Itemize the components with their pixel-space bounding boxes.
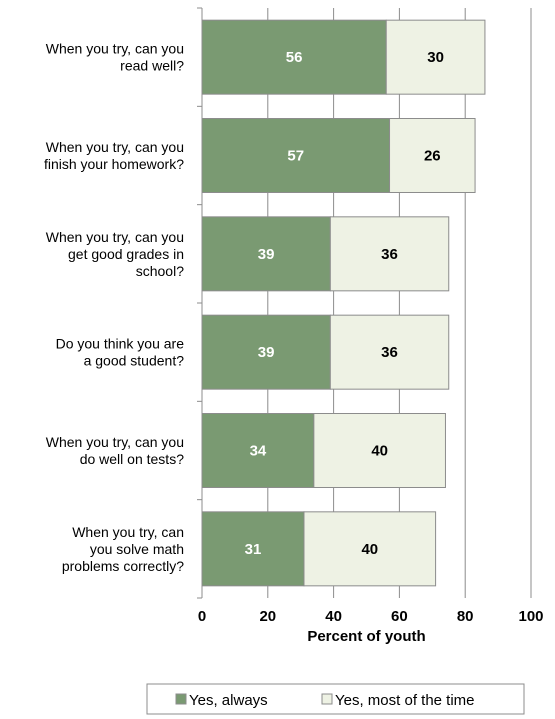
bar-always-3 — [201, 314, 331, 390]
bar-most-of-the-time-2 — [329, 216, 450, 292]
x-tick-label-40: 40 — [325, 608, 342, 625]
category-label-line: finish your homework? — [44, 156, 184, 172]
category-label-5: When you try, can you solve math problems … — [62, 524, 184, 574]
data-label-always-0: 56 — [286, 49, 303, 66]
bar-most-of-the-time-4 — [313, 413, 446, 488]
legend-swatch-always — [175, 693, 187, 705]
category-label-4: When you try, can you do well on tests? — [46, 434, 184, 467]
legend-label-most-of-the-time: Yes, most of the time — [335, 692, 475, 709]
legend-box — [146, 683, 525, 715]
x-axis-title: Percent of youth — [307, 628, 425, 645]
category-label-line: problems correctly? — [62, 558, 184, 574]
data-label-always-2: 39 — [258, 246, 275, 263]
x-tick-label-80: 80 — [457, 608, 474, 625]
category-label-line: Do you think you are — [56, 336, 185, 352]
bar-most-of-the-time-1 — [389, 118, 476, 193]
data-label-most-of-the-time-5: 40 — [361, 541, 378, 558]
category-label-2: When you try, can you get good grades in s… — [46, 229, 184, 279]
category-label-0: When you try, can you read well? — [46, 41, 184, 74]
data-label-most-of-the-time-1: 26 — [424, 148, 441, 165]
bar-always-1 — [201, 118, 391, 193]
category-label-line: do well on tests? — [80, 451, 184, 467]
category-label-line: get good grades in — [68, 246, 184, 262]
category-label-line: you solve math — [90, 541, 184, 557]
category-label-line: When you try, can you — [46, 434, 184, 450]
data-label-most-of-the-time-4: 40 — [371, 443, 388, 460]
x-tick-label-60: 60 — [391, 608, 408, 625]
data-label-always-1: 57 — [287, 148, 304, 165]
bar-always-0 — [201, 19, 387, 95]
x-tick-label-100: 100 — [518, 608, 543, 625]
data-label-always-4: 34 — [250, 443, 267, 460]
bar-always-4 — [201, 413, 315, 488]
bar-most-of-the-time-3 — [329, 314, 450, 390]
data-label-always-5: 31 — [245, 541, 262, 558]
x-tick-label-0: 0 — [198, 608, 206, 625]
category-label-line: When you try, can you — [46, 139, 184, 155]
category-label-1: When you try, can you finish your homewor… — [44, 139, 184, 172]
bar-most-of-the-time-0 — [385, 19, 486, 95]
category-label-line: school? — [136, 263, 184, 279]
data-label-always-3: 39 — [258, 344, 275, 361]
legend-swatch-most-of-the-time — [321, 693, 333, 705]
bar-always-5 — [201, 511, 305, 587]
bar-most-of-the-time-5 — [303, 511, 437, 587]
data-label-most-of-the-time-3: 36 — [381, 344, 398, 361]
category-label-line: When you try, can you — [46, 41, 184, 57]
legend-label-always: Yes, always — [189, 692, 268, 709]
category-label-line: When you try, can — [72, 524, 184, 540]
category-label-line: a good student? — [84, 353, 185, 369]
data-label-most-of-the-time-0: 30 — [427, 49, 444, 66]
category-label-line: read well? — [120, 58, 184, 74]
bar-always-2 — [201, 216, 331, 292]
category-label-line: When you try, can you — [46, 229, 184, 245]
data-label-most-of-the-time-2: 36 — [381, 246, 398, 263]
x-tick-label-20: 20 — [259, 608, 276, 625]
category-label-3: Do you think you are a good student? — [56, 336, 185, 369]
